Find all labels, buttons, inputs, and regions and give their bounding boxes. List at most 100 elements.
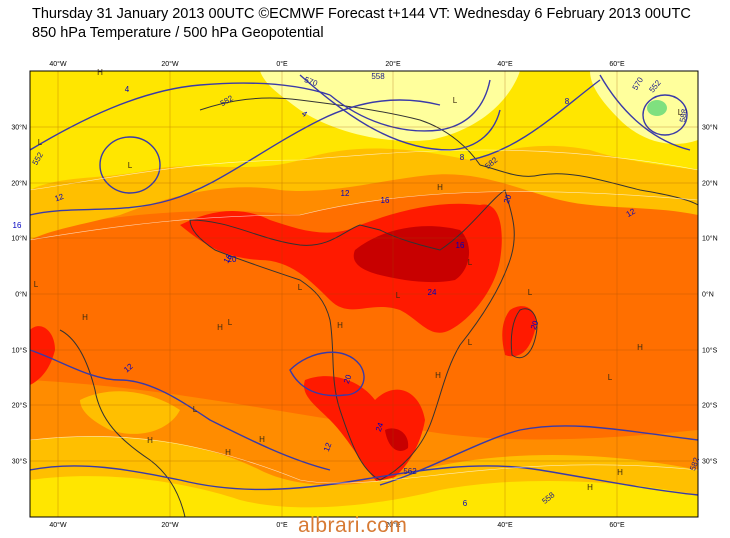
mediterranean-coastline <box>199 97 481 166</box>
map-frame <box>29 70 699 518</box>
high-pressure-mark: H <box>147 436 153 445</box>
temperature-contour-label: 12 <box>53 192 65 204</box>
high-pressure-mark: H <box>259 435 265 444</box>
temperature-isolines <box>30 149 698 484</box>
high-pressure-mark: H <box>217 323 223 332</box>
field-red-west <box>30 326 55 385</box>
temperature-contour-label: 20 <box>529 319 541 331</box>
lat-label-right: 10°N <box>702 235 718 243</box>
field-red-east <box>502 306 536 357</box>
map-title: Thursday 31 January 2013 00UTC ©ECMWF Fo… <box>32 6 691 22</box>
lat-label-left: 0°N <box>15 291 27 299</box>
geop-low-west <box>99 136 161 194</box>
field-dark-orange <box>30 191 698 440</box>
lon-label-bottom: 60°E <box>609 521 625 529</box>
geopotential-contour-label: 558 <box>371 72 385 81</box>
t-isoline-2 <box>30 149 698 191</box>
lon-label-bottom: 20°E <box>385 521 401 529</box>
high-pressure-mark: H <box>617 468 623 477</box>
geopotential-contour-label: 582 <box>688 456 701 472</box>
low-pressure-mark: L <box>468 258 473 267</box>
lon-label-bottom: 40°E <box>497 521 513 529</box>
lat-label-right: 10°S <box>702 347 718 355</box>
low-pressure-mark: L <box>34 280 39 289</box>
high-pressure-mark: H <box>337 321 343 330</box>
low-pressure-mark: L <box>678 108 683 117</box>
geop-closed-south <box>289 351 365 397</box>
t-isoline-1 <box>30 191 698 241</box>
geop-line-ne <box>599 74 691 151</box>
temperature-contour-label: 16 <box>381 196 390 205</box>
lon-label-top: 20°E <box>385 60 401 68</box>
lat-label-left: 20°N <box>11 180 27 188</box>
high-pressure-mark: H <box>637 343 643 352</box>
temperature-contour-label: 16 <box>456 241 465 250</box>
lat-label-right: 20°S <box>702 402 718 410</box>
temperature-contour-label: 24 <box>374 421 386 433</box>
geopotential-contour-label: 588 <box>678 108 689 123</box>
temperature-contour-label: 6 <box>463 499 468 508</box>
t-isoline-3 <box>30 436 698 484</box>
low-pressure-mark: L <box>38 138 43 147</box>
geop-line-3 <box>469 79 601 161</box>
temperature-contour-label: 20 <box>502 193 514 205</box>
lat-label-right: 20°N <box>702 180 718 188</box>
watermark: albrari.com <box>298 514 408 537</box>
lat-label-left: 30°N <box>11 124 27 132</box>
map-subtitle: 850 hPa Temperature / 500 hPa Geopotenti… <box>32 25 324 41</box>
high-pressure-mark: H <box>587 483 593 492</box>
temperature-contour-label: 4 <box>125 85 130 94</box>
south-america-coastline <box>59 329 186 517</box>
high-pressure-mark: H <box>82 313 88 322</box>
arabia-coastline <box>479 164 698 206</box>
lon-label-bottom: 20°W <box>161 521 179 529</box>
temperature-contour-label: 4 <box>300 109 309 119</box>
lat-label-left: 20°S <box>12 402 28 410</box>
temperature-contour-label: 20 <box>342 373 354 385</box>
africa-coastline <box>189 189 515 481</box>
high-pressure-mark: H <box>225 448 231 457</box>
lat-label-left: 10°N <box>11 235 27 243</box>
high-pressure-mark: H <box>97 68 103 77</box>
field-pale-yellow <box>260 71 520 141</box>
low-pressure-mark: L <box>298 283 303 292</box>
temperature-contour-label: 8 <box>565 97 570 106</box>
temperature-field <box>30 71 698 517</box>
field-dark-red-core <box>353 226 470 283</box>
lon-label-top: 0°E <box>276 60 288 68</box>
low-pressure-mark: L <box>468 338 473 347</box>
geop-low-ne <box>642 94 688 136</box>
lon-label-top: 40°E <box>497 60 513 68</box>
high-pressure-mark: H <box>437 183 443 192</box>
geop-line-south-3 <box>379 425 698 486</box>
lat-label-right: 30°S <box>702 458 718 466</box>
lat-label-right: 30°N <box>702 124 718 132</box>
field-yellow-south <box>30 476 698 517</box>
lat-label-left: 30°S <box>12 458 28 466</box>
geopotential-contour-label: 562 <box>403 467 417 476</box>
temperature-contour-label: 24 <box>428 288 437 297</box>
low-pressure-mark: L <box>608 373 613 382</box>
low-pressure-mark: L <box>193 405 198 414</box>
temperature-contour-label: 20 <box>228 255 237 264</box>
high-pressure-mark: H <box>435 371 441 380</box>
geop-trough <box>329 79 491 132</box>
field-dark-red-south <box>385 428 409 451</box>
low-pressure-mark: L <box>453 96 458 105</box>
low-pressure-mark: L <box>396 291 401 300</box>
geop-trough-2 <box>299 74 501 151</box>
field-green-spot <box>647 100 667 116</box>
temperature-contour-label: 12 <box>322 441 334 453</box>
geop-line-1 <box>30 82 331 151</box>
low-pressure-mark: L <box>228 318 233 327</box>
geop-line-south-2 <box>30 465 698 496</box>
low-pressure-mark: L <box>528 288 533 297</box>
lat-lon-grid <box>30 71 698 517</box>
field-red-south <box>304 376 425 485</box>
lat-label-right: 0°N <box>702 291 714 299</box>
lon-label-bottom: 40°W <box>49 521 67 529</box>
madagascar-coastline <box>510 308 538 359</box>
geop-line-south-1 <box>30 349 331 471</box>
lon-label-top: 20°W <box>161 60 179 68</box>
